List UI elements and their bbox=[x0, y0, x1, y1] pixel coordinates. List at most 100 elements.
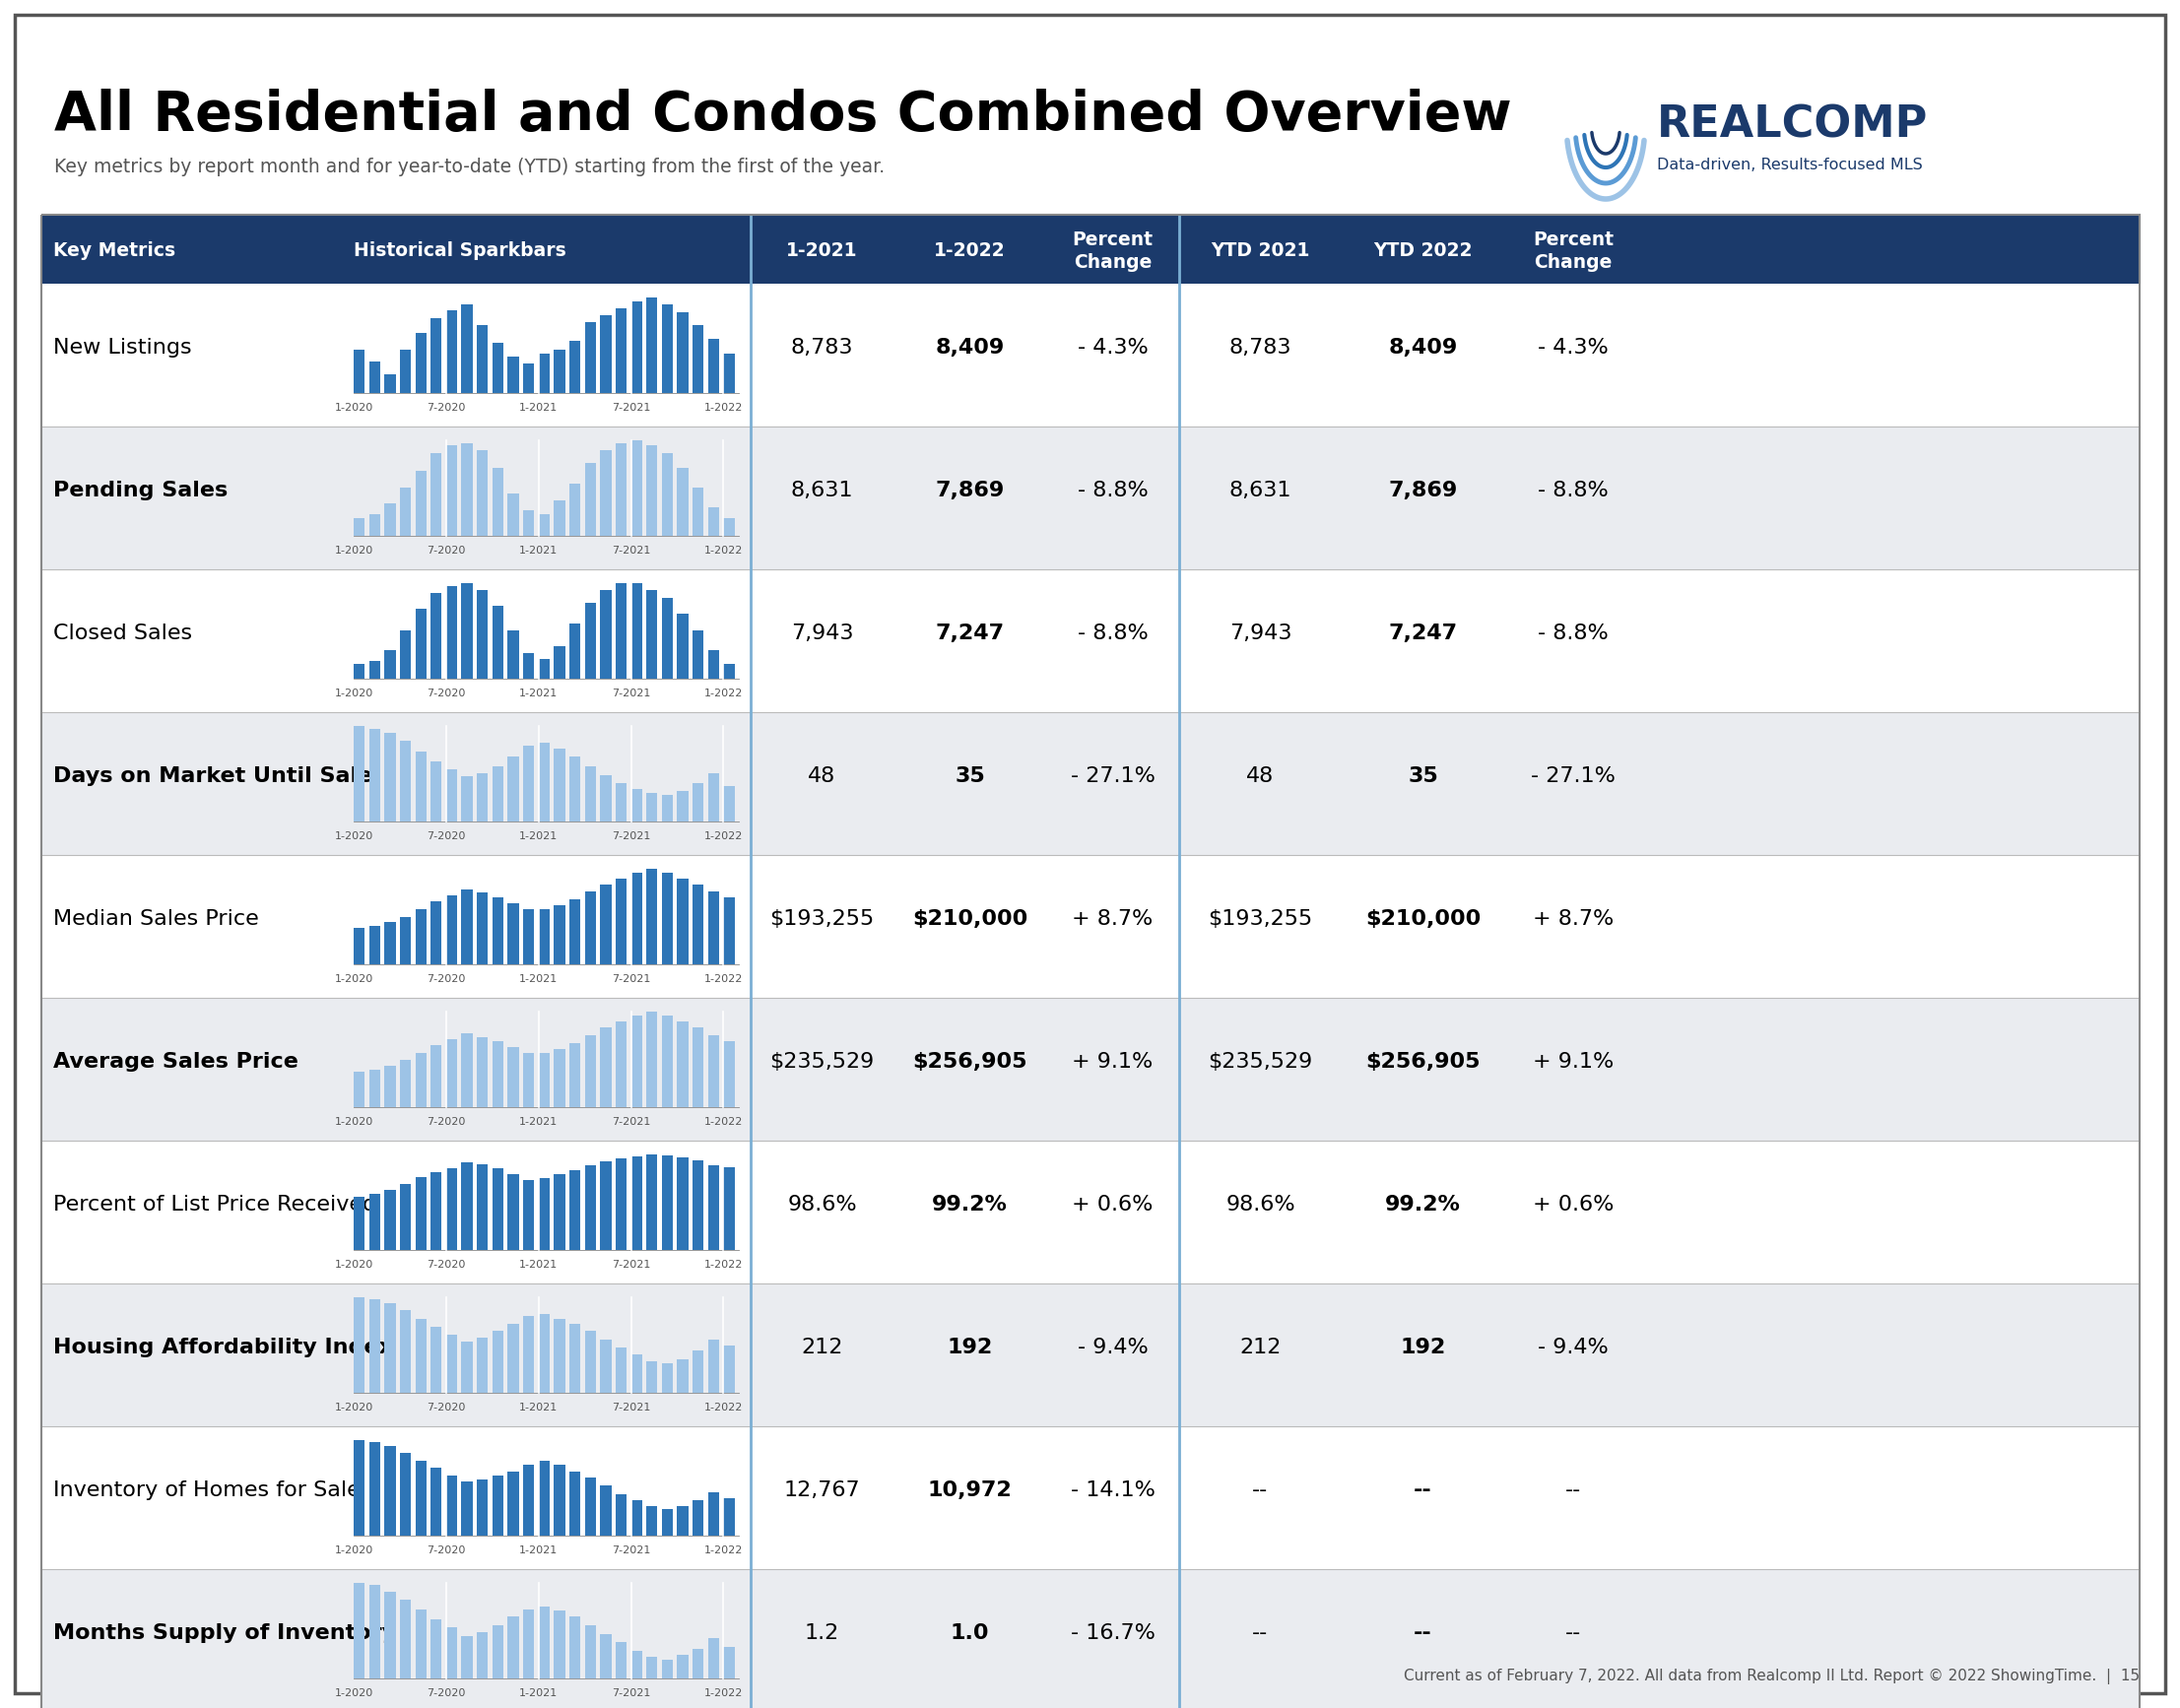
Text: 7-2021: 7-2021 bbox=[613, 403, 650, 413]
Bar bbox=[432, 593, 443, 678]
Bar bbox=[693, 1027, 704, 1107]
Bar bbox=[447, 1476, 458, 1535]
Bar bbox=[399, 630, 412, 678]
Bar bbox=[600, 1161, 610, 1250]
Text: $210,000: $210,000 bbox=[1365, 909, 1480, 929]
Bar bbox=[663, 453, 674, 536]
Bar bbox=[414, 608, 427, 678]
Text: 1-2021: 1-2021 bbox=[787, 243, 857, 261]
Bar bbox=[477, 591, 488, 678]
Text: - 27.1%: - 27.1% bbox=[1070, 767, 1155, 786]
Bar bbox=[493, 1040, 504, 1107]
Text: + 0.6%: + 0.6% bbox=[1073, 1196, 1153, 1214]
Bar bbox=[630, 582, 643, 678]
Bar bbox=[523, 1609, 534, 1679]
Bar bbox=[584, 1477, 595, 1535]
Bar bbox=[678, 791, 689, 822]
Bar bbox=[647, 793, 658, 822]
Bar bbox=[462, 1342, 473, 1392]
Bar bbox=[708, 774, 719, 822]
Bar bbox=[508, 904, 519, 965]
Text: 8,409: 8,409 bbox=[1389, 338, 1458, 357]
Text: 7-2020: 7-2020 bbox=[427, 403, 467, 413]
Bar bbox=[647, 1155, 658, 1250]
Bar bbox=[647, 591, 658, 678]
Bar bbox=[538, 1052, 549, 1107]
Text: - 4.3%: - 4.3% bbox=[1077, 338, 1149, 357]
Bar bbox=[584, 323, 595, 393]
Bar bbox=[678, 313, 689, 393]
Text: Inventory of Homes for Sale: Inventory of Homes for Sale bbox=[52, 1481, 360, 1500]
Text: $193,255: $193,255 bbox=[1208, 909, 1312, 929]
Text: Key Metrics: Key Metrics bbox=[52, 243, 174, 261]
Text: - 16.7%: - 16.7% bbox=[1070, 1624, 1155, 1643]
Bar bbox=[399, 1600, 412, 1679]
Bar bbox=[538, 659, 549, 678]
Text: - 8.8%: - 8.8% bbox=[1077, 482, 1149, 500]
Bar bbox=[368, 1194, 379, 1250]
Bar bbox=[493, 1476, 504, 1535]
Bar bbox=[647, 297, 658, 393]
Bar bbox=[615, 784, 626, 822]
Bar bbox=[708, 1493, 719, 1535]
Bar bbox=[493, 1626, 504, 1679]
Bar bbox=[447, 446, 458, 536]
Text: - 9.4%: - 9.4% bbox=[1077, 1337, 1149, 1358]
Bar bbox=[663, 1155, 674, 1250]
Text: 1-2020: 1-2020 bbox=[334, 403, 373, 413]
Bar bbox=[368, 1071, 379, 1107]
Bar bbox=[630, 1016, 643, 1107]
Bar bbox=[523, 511, 534, 536]
Text: 1-2020: 1-2020 bbox=[334, 545, 373, 555]
Text: 1-2022: 1-2022 bbox=[704, 403, 743, 413]
Bar bbox=[508, 1173, 519, 1250]
Bar bbox=[663, 873, 674, 965]
Text: Current as of February 7, 2022. All data from Realcomp II Ltd. Report © 2022 Sho: Current as of February 7, 2022. All data… bbox=[1404, 1669, 2139, 1684]
Bar bbox=[368, 926, 379, 965]
Bar bbox=[584, 767, 595, 822]
FancyBboxPatch shape bbox=[15, 15, 2165, 1693]
Bar bbox=[414, 1052, 427, 1107]
Bar bbox=[447, 1168, 458, 1250]
Text: 1-2020: 1-2020 bbox=[334, 1261, 373, 1269]
Bar bbox=[647, 1011, 658, 1107]
Bar bbox=[708, 1165, 719, 1250]
Text: + 8.7%: + 8.7% bbox=[1073, 909, 1153, 929]
Text: 7-2020: 7-2020 bbox=[427, 832, 467, 842]
Text: 1-2021: 1-2021 bbox=[519, 1402, 558, 1413]
Text: REALCOMP: REALCOMP bbox=[1657, 104, 1927, 145]
Bar bbox=[647, 1657, 658, 1679]
Bar bbox=[399, 1452, 412, 1535]
Text: 1-2021: 1-2021 bbox=[519, 832, 558, 842]
Bar bbox=[41, 284, 2139, 427]
Text: --: -- bbox=[1253, 1481, 1269, 1500]
Bar bbox=[353, 664, 364, 678]
Bar bbox=[538, 743, 549, 822]
Text: 99.2%: 99.2% bbox=[933, 1196, 1007, 1214]
Bar bbox=[647, 1506, 658, 1535]
Bar bbox=[569, 623, 580, 678]
Bar bbox=[724, 664, 735, 678]
Text: $256,905: $256,905 bbox=[913, 1052, 1027, 1073]
Bar bbox=[523, 1180, 534, 1250]
Text: 1-2020: 1-2020 bbox=[334, 1402, 373, 1413]
Text: 1-2020: 1-2020 bbox=[334, 688, 373, 699]
Bar bbox=[432, 318, 443, 393]
Bar bbox=[399, 917, 412, 965]
Bar bbox=[663, 796, 674, 822]
Text: 99.2%: 99.2% bbox=[1384, 1196, 1461, 1214]
Text: YTD 2022: YTD 2022 bbox=[1373, 243, 1472, 261]
Text: 7-2021: 7-2021 bbox=[613, 545, 650, 555]
Bar bbox=[384, 1303, 395, 1392]
Bar bbox=[615, 582, 626, 678]
Bar bbox=[600, 885, 610, 965]
Bar bbox=[41, 215, 2139, 284]
Text: 98.6%: 98.6% bbox=[1225, 1196, 1295, 1214]
Bar bbox=[600, 591, 610, 678]
Bar bbox=[600, 1486, 610, 1535]
Bar bbox=[399, 350, 412, 393]
Bar bbox=[462, 890, 473, 965]
Bar bbox=[353, 1073, 364, 1107]
Text: 7-2021: 7-2021 bbox=[613, 1261, 650, 1269]
Bar bbox=[678, 1021, 689, 1107]
